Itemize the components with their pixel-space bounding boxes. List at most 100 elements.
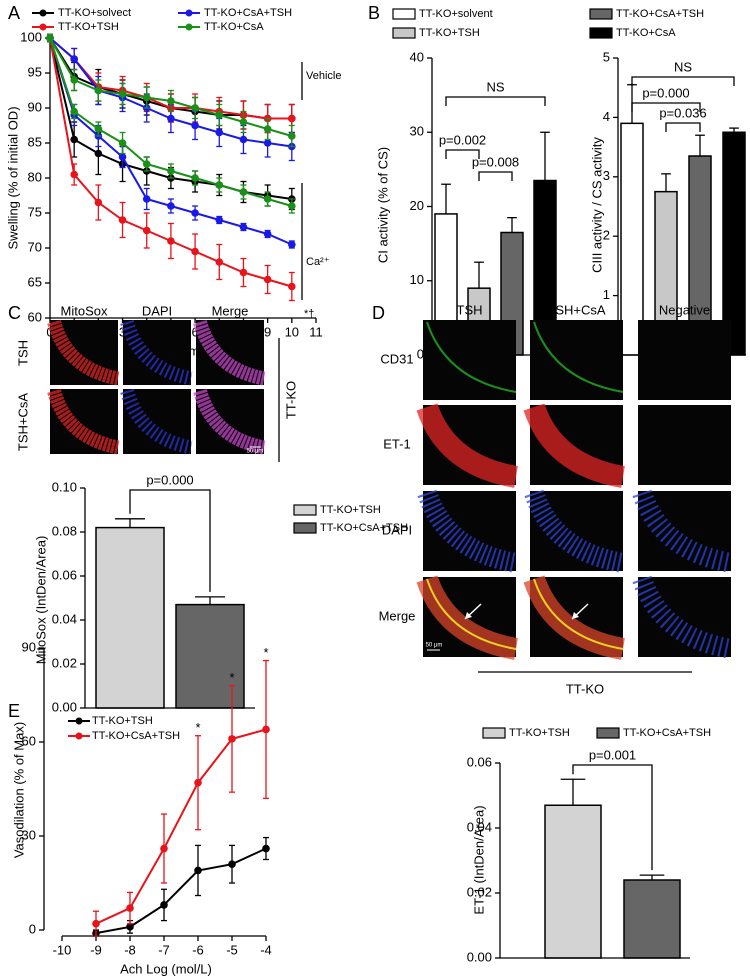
data-point (263, 275, 272, 284)
data-point (263, 230, 272, 238)
legend-label: TT-KO+CsA+TSH (204, 7, 292, 19)
y-tick-label: 40 (410, 49, 424, 64)
data-point (215, 216, 224, 224)
y-tick-label: 4 (603, 109, 610, 124)
data-point (70, 170, 78, 179)
bar (544, 804, 602, 959)
row-label: Merge (379, 608, 416, 623)
y-tick-label: 0.04 (52, 611, 77, 626)
data-point (288, 202, 296, 210)
data-point (46, 34, 54, 42)
data-point (70, 107, 78, 116)
tissue-signal (120, 319, 193, 386)
column-header: TSH (457, 302, 483, 317)
data-point (191, 247, 199, 256)
legend-label: TT-KO+CsA (204, 21, 264, 33)
data-point (191, 121, 199, 130)
data-point (191, 174, 199, 182)
x-axis-title: Ach Log (mol/L) (120, 961, 212, 976)
y-tick-label: 0.02 (52, 655, 77, 670)
column-header: MitoSox (61, 303, 108, 318)
legend-marker (39, 9, 47, 17)
y-tick-label: 3 (603, 168, 610, 183)
series-line (95, 728, 267, 925)
significance-label: p=0.000 (642, 85, 689, 100)
y-tick-label: 0.00 (52, 699, 77, 714)
data-point (118, 139, 127, 147)
row-label: DAPI (382, 522, 412, 537)
y-tick-label: 90 (28, 99, 42, 114)
legend-swatch (293, 504, 317, 516)
x-tick-label: 9 (264, 324, 271, 339)
micrograph (123, 389, 191, 454)
tissue-signal (632, 489, 733, 573)
data-point (167, 97, 175, 105)
panel-label: D (372, 303, 385, 323)
tissue-signal (193, 319, 266, 386)
y-tick-label: 70 (28, 239, 42, 254)
legend-label: TT-KO+TSH (320, 504, 381, 516)
x-tick-label: -9 (90, 942, 102, 957)
data-point (263, 139, 272, 147)
bar (95, 526, 165, 709)
data-point (239, 118, 248, 126)
panel-label: E (8, 701, 20, 721)
significance-bracket (445, 96, 546, 106)
legend-label: TT-KO+CsA+TSH (616, 8, 704, 20)
data-point (239, 135, 248, 144)
data-point (142, 195, 151, 203)
y-tick-label: 1 (603, 287, 610, 302)
x-tick-label: -5 (226, 942, 238, 957)
column-header: TSH+CsA (547, 302, 605, 317)
significance-bracket (631, 102, 701, 112)
y-axis-title: Swelling (% of initial OD) (5, 106, 20, 249)
data-point (263, 125, 272, 133)
data-point (167, 114, 175, 123)
legend-label: TT-KO+TSH (92, 715, 153, 727)
data-point (160, 901, 168, 909)
row-label: TSH+CsA (15, 393, 30, 451)
tissue-signal (193, 388, 266, 455)
data-point (215, 258, 224, 266)
significance-bracket (445, 149, 480, 159)
y-tick-label: 0.06 (467, 754, 492, 769)
bar (175, 603, 245, 709)
significance-star: * (263, 645, 268, 660)
legend-label: TT-KO+CsA+TSH (623, 727, 711, 739)
series-line (95, 847, 267, 935)
data-point (70, 135, 78, 144)
legend-label: TT-KO+TSH (419, 27, 480, 39)
scale-bar-label: 50 μm (247, 449, 264, 455)
y-tick-label: 95 (28, 64, 42, 79)
micrograph (423, 320, 516, 400)
data-point (228, 735, 236, 743)
significance-bracket (478, 171, 513, 181)
tissue-signal (533, 321, 624, 393)
data-point (194, 866, 202, 875)
data-point (94, 149, 103, 158)
legend-marker (75, 717, 83, 725)
legend-swatch (596, 727, 620, 739)
data-point (118, 90, 127, 98)
data-point (126, 904, 134, 912)
y-axis-title: Vasodilation (% of Max) (11, 722, 26, 858)
y-tick-label: 60 (22, 733, 36, 748)
y-tick-label: 75 (28, 204, 42, 219)
arrow-head (572, 612, 579, 619)
data-point (126, 923, 134, 931)
data-point (263, 195, 272, 203)
data-point (142, 226, 151, 235)
data-point (239, 223, 248, 231)
data-point (194, 778, 202, 787)
data-point (262, 844, 270, 853)
data-point (70, 55, 78, 63)
data-point (94, 86, 103, 95)
y-tick-label: 90 (22, 639, 36, 654)
legend-marker (75, 732, 83, 740)
data-point (191, 209, 199, 217)
legend-swatch (482, 727, 506, 739)
row-label: TSH (15, 340, 30, 366)
tissue-signal (416, 403, 519, 488)
x-tick-label: -4 (260, 942, 272, 957)
